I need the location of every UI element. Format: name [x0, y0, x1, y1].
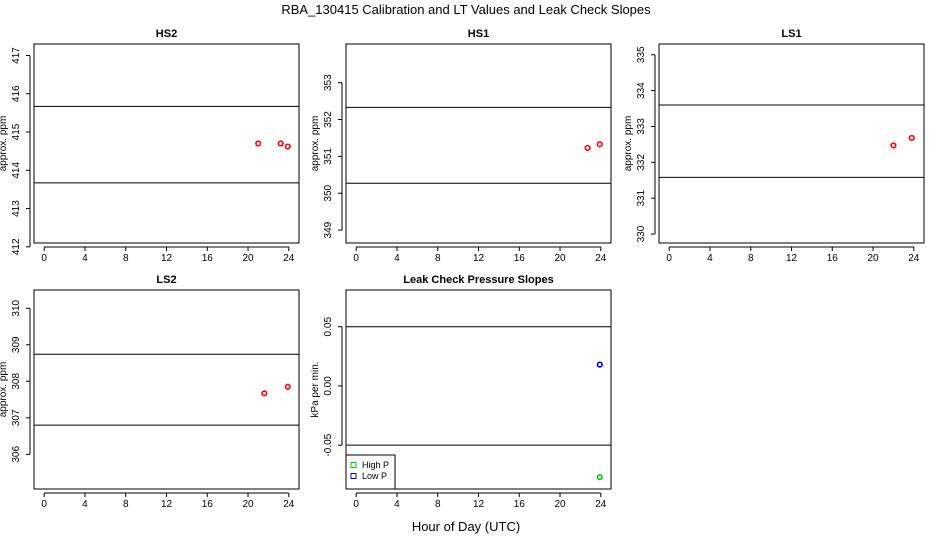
y-tick-label: 306 [11, 446, 22, 463]
y-tick-label: 331 [636, 189, 647, 206]
y-tick-label: 414 [11, 162, 22, 179]
x-tick-label: 16 [202, 253, 214, 264]
x-tick-label: 0 [353, 253, 359, 264]
x-tick-label: 4 [394, 253, 400, 264]
y-tick-label: 353 [323, 74, 334, 91]
y-axis-label: kPa per min. [310, 361, 321, 417]
y-tick-label: 307 [11, 409, 22, 426]
y-tick-label: 308 [11, 373, 22, 390]
legend-box [345, 454, 396, 490]
y-tick-label: 0.00 [323, 376, 334, 396]
x-tick-label: 0 [353, 499, 359, 510]
y-axis-label: approx. ppm [310, 116, 321, 172]
plot-frame [658, 43, 925, 244]
x-tick-label: 0 [41, 253, 47, 264]
y-tick-label: 0.05 [323, 317, 334, 337]
panel-title: LS1 [781, 28, 801, 40]
x-tick-label: 4 [82, 253, 88, 264]
x-tick-label: 20 [554, 253, 566, 264]
plot-frame [345, 289, 612, 490]
x-tick-label: 12 [473, 499, 485, 510]
x-tick-label: 8 [435, 253, 441, 264]
legend-swatch [350, 473, 357, 479]
panel-title: HS1 [468, 28, 489, 40]
x-tick-label: 4 [394, 499, 400, 510]
x-tick-label: 8 [123, 253, 129, 264]
chart-panel-3: LS1 0 4 8 12 16 20 24 330 331 332 333 334 335 approx. … [623, 28, 925, 264]
x-tick-label: 12 [161, 253, 173, 264]
y-tick-label: 349 [323, 221, 334, 238]
x-tick-label: 16 [827, 253, 839, 264]
y-axis-label: approx. ppm [0, 362, 9, 418]
data-point [908, 134, 915, 142]
y-tick-label: 415 [11, 123, 22, 140]
x-tick-label: 0 [666, 253, 672, 264]
data-point [596, 361, 603, 368]
legend-swatch [350, 462, 357, 468]
y-tick-label: 310 [11, 299, 22, 316]
x-tick-label: 24 [595, 253, 607, 264]
x-tick-label: 24 [908, 253, 920, 264]
x-tick-label: 20 [242, 253, 254, 264]
plot-frame [33, 43, 300, 244]
data-point [596, 141, 603, 148]
x-tick-label: 20 [242, 499, 254, 510]
x-tick-label: 16 [202, 499, 214, 510]
y-tick-label: 412 [11, 238, 22, 255]
chart-panel-5: Leak Check Pressure Slopes 0 4 8 12 16 20 24 -0.… [310, 274, 612, 510]
data-point [261, 390, 268, 397]
y-axis-label: approx. ppm [0, 116, 9, 172]
y-tick-label: 333 [636, 118, 647, 135]
x-tick-label: 12 [786, 253, 798, 264]
chart-panel-2: HS1 0 4 8 12 16 20 24 349 350 351 352 353 approx. ppm [310, 28, 612, 264]
legend-label: Low P [362, 471, 387, 481]
panel-title: Leak Check Pressure Slopes [403, 274, 553, 286]
y-tick-label: -0.05 [323, 433, 334, 456]
x-tick-label: 8 [748, 253, 754, 264]
data-point [277, 140, 284, 147]
y-tick-label: 417 [11, 47, 22, 64]
figure-title: RBA_130415 Calibration and LT Values and… [281, 2, 651, 17]
x-tick-label: 16 [514, 499, 526, 510]
y-tick-label: 309 [11, 336, 22, 353]
chart-panel-4: LS2 0 4 8 12 16 20 24 306 307 308 309 310 approx. ppm [0, 274, 300, 510]
y-tick-label: 335 [636, 46, 647, 63]
x-tick-label: 8 [123, 499, 129, 510]
data-point [284, 383, 291, 390]
data-point [584, 144, 591, 152]
x-tick-label: 24 [283, 499, 295, 510]
y-tick-label: 416 [11, 85, 22, 102]
x-tick-label: 24 [595, 499, 607, 510]
chart-panel-1: HS2 0 4 8 12 16 20 24 412 413 414 415 416 417 approx. … [0, 28, 300, 264]
y-tick-label: 332 [636, 154, 647, 171]
data-point [284, 143, 291, 150]
y-tick-label: 334 [636, 82, 647, 99]
panel-title: LS2 [156, 274, 176, 286]
legend-label: High P [362, 460, 389, 470]
panel-title: HS2 [156, 28, 177, 40]
x-tick-label: 4 [82, 499, 88, 510]
x-tick-label: 0 [41, 499, 47, 510]
x-tick-label: 16 [514, 253, 526, 264]
plot-frame [345, 43, 612, 244]
y-axis-label: approx. ppm [623, 116, 634, 172]
data-point [596, 474, 603, 481]
data-point [890, 142, 897, 149]
y-tick-label: 413 [11, 200, 22, 217]
x-tick-label: 4 [707, 253, 713, 264]
x-tick-label: 20 [554, 499, 566, 510]
y-tick-label: 330 [636, 225, 647, 242]
plot-frame [33, 289, 300, 490]
x-tick-label: 20 [867, 253, 879, 264]
x-axis-title: Hour of Day (UTC) [412, 519, 520, 534]
x-tick-label: 12 [473, 253, 485, 264]
data-point [255, 140, 262, 147]
y-tick-label: 350 [323, 184, 334, 201]
y-tick-label: 352 [323, 111, 334, 128]
x-tick-label: 24 [283, 253, 295, 264]
x-tick-label: 8 [435, 499, 441, 510]
y-tick-label: 351 [323, 148, 334, 165]
x-tick-label: 12 [161, 499, 173, 510]
